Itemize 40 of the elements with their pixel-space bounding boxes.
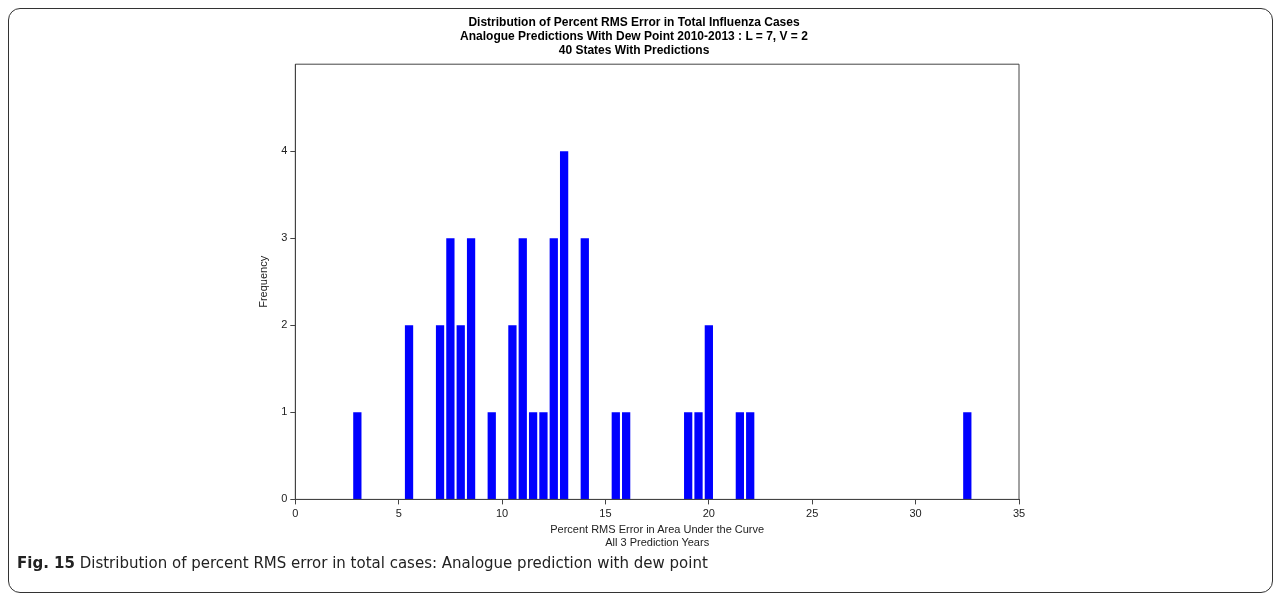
bar [746,412,755,499]
bar [487,412,496,499]
bar [549,238,558,499]
x-tick-label: 5 [395,507,402,520]
bar [622,412,631,499]
y-tick-label: 2 [281,318,288,331]
y-tick-label: 4 [281,144,288,157]
bar [508,325,517,499]
bar [466,238,476,499]
bar [963,412,972,499]
x-tick-label: 25 [806,507,819,520]
bar [404,325,414,499]
y-tick-label: 0 [281,492,288,505]
bar [539,412,548,499]
y-axis-title: Frequency [256,255,269,308]
bar [446,238,455,499]
bar [559,151,569,499]
x-tick-label: 15 [599,507,612,520]
caption: Fig. 15 Distribution of percent RMS error in total cases: Analogue prediction with dew point [17,554,709,572]
bar [694,412,703,499]
bar [528,412,538,499]
x-tick-label: 0 [292,507,299,520]
x-tick-label: 20 [702,507,715,520]
bar [735,412,744,499]
bar [518,238,527,499]
x-axis-title: Percent RMS Error in Area Under the Curve All 3 Prediction Years [550,523,765,549]
bar [684,412,693,499]
x-tick-label: 35 [1012,507,1026,520]
bar [611,412,620,499]
bar [704,325,713,499]
y-tick-label: 3 [281,231,288,244]
bar [456,325,465,499]
x-tick-label: 30 [909,507,922,520]
x-tick-label: 10 [495,507,509,520]
y-tick-label: 1 [281,405,288,418]
bar [435,325,445,499]
bar [580,238,589,499]
chart-title: Distribution of Percent RMS Error in Total Influenza Cases [468,14,800,29]
bar [353,412,362,499]
chart-subtitle: Analogue Predictions With Dew Point 2010-2013 : L = 7, V = 2 40 States With Predictions [460,28,809,58]
